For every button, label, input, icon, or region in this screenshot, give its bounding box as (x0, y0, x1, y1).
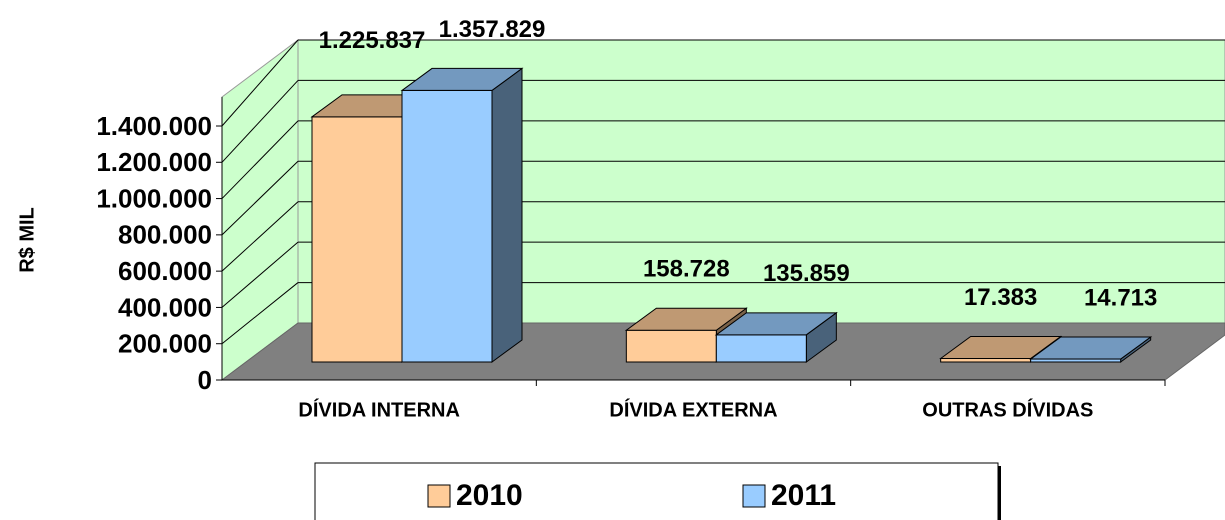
value-label: 158.728 (643, 256, 730, 283)
bar-top (624, 307, 748, 331)
bar (940, 358, 1032, 363)
x-tick-label: OUTRAS DÍVIDAS (922, 398, 1093, 421)
grid-line (221, 120, 299, 199)
bar (715, 334, 807, 363)
value-label: 17.383 (964, 284, 1037, 311)
bar-top (400, 67, 524, 91)
grid-line (221, 201, 299, 272)
legend-label: 2011 (771, 479, 836, 512)
value-label: 14.713 (1084, 284, 1157, 311)
grid-line (221, 282, 299, 345)
legend (314, 462, 999, 520)
bar-side (491, 67, 523, 363)
grid-line (221, 241, 299, 308)
left-wall (221, 39, 299, 381)
bar-top (1029, 336, 1153, 360)
legend-swatch (427, 484, 451, 508)
bar (311, 116, 403, 363)
legend-swatch (742, 484, 766, 508)
grid-line (221, 80, 299, 163)
grid-line (221, 39, 299, 127)
y-tick-label: 1.200.000 (96, 147, 212, 177)
bar (401, 89, 493, 363)
value-label: 135.859 (763, 260, 850, 287)
bar-top (939, 336, 1063, 360)
y-tick-label: 400.000 (118, 292, 212, 322)
value-label: 1.357.829 (439, 16, 546, 43)
y-tick-label: 1.000.000 (96, 183, 212, 213)
y-tick-label: 1.400.000 (96, 111, 212, 141)
y-tick-label: 800.000 (118, 220, 212, 250)
bar-top (714, 312, 838, 336)
grid-line (221, 160, 299, 236)
legend-label: 2010 (456, 479, 523, 512)
value-label: 1.225.837 (319, 27, 426, 54)
y-tick-label: 200.000 (118, 329, 212, 359)
x-tick-label: DÍVIDA EXTERNA (609, 398, 777, 421)
x-tick-label: DÍVIDA INTERNA (298, 398, 459, 421)
y-tick-label: 600.000 (118, 256, 212, 286)
y-axis-label: R$ MIL (16, 207, 38, 273)
bar (625, 329, 717, 363)
y-tick-label: 0 (198, 365, 212, 395)
